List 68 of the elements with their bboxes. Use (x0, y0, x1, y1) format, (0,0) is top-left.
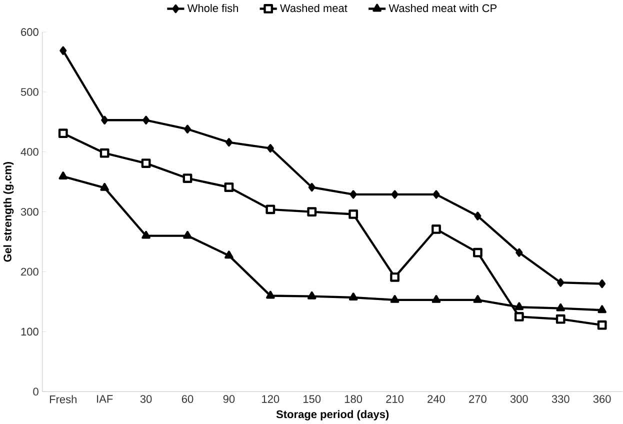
point (473, 295, 482, 304)
x-tick-label: 120 (262, 395, 280, 404)
point (182, 174, 192, 184)
point (432, 190, 440, 199)
point (473, 248, 482, 258)
y-axis-title: Gel strength (g.cm) (3, 162, 14, 262)
point (60, 46, 67, 56)
point (58, 128, 68, 138)
x-tick-label: 90 (223, 395, 235, 404)
point (598, 305, 606, 314)
x-tick-label: 150 (304, 395, 321, 404)
point (100, 148, 110, 158)
x-tick-label: 180 (344, 395, 362, 404)
point (432, 224, 441, 234)
point (598, 280, 606, 288)
legend-label: Whole fish (187, 4, 238, 12)
y-tick-label: 100 (21, 328, 38, 336)
point (141, 158, 151, 168)
point (597, 320, 607, 330)
x-tick-label: 210 (386, 395, 404, 404)
point (348, 292, 358, 301)
point (101, 116, 108, 125)
x-tick-label: 300 (510, 395, 528, 404)
legend-label: Washed meat with CP (388, 4, 497, 12)
x-tick-label: Fresh (50, 395, 76, 404)
y-tick-label: 500 (20, 88, 38, 96)
y-tick-label: 300 (20, 208, 38, 216)
point (556, 314, 566, 324)
point (390, 295, 400, 304)
y-tick-label: 200 (21, 268, 38, 276)
point (142, 116, 150, 125)
y-tick-label: 600 (21, 28, 38, 36)
point (391, 190, 398, 199)
point (514, 312, 524, 322)
point (224, 182, 234, 192)
x-axis-title: Storage period (days) (276, 410, 389, 421)
y-tick-label: 0 (33, 388, 38, 396)
x-tick-label: IAF (97, 395, 113, 403)
point (266, 144, 274, 153)
point (556, 304, 566, 312)
point (58, 172, 68, 180)
point (266, 204, 276, 214)
point (516, 248, 523, 258)
point (390, 272, 400, 282)
point (432, 295, 441, 304)
point (514, 302, 524, 310)
point (224, 250, 234, 259)
x-tick-label: 330 (552, 395, 570, 404)
point (307, 292, 316, 300)
legend-label: Washed meat (280, 4, 348, 12)
point (350, 190, 357, 199)
x-tick-label: 270 (469, 395, 486, 404)
point (100, 183, 109, 191)
x-tick-label: 30 (140, 395, 152, 404)
point (142, 231, 150, 239)
point (184, 124, 191, 134)
point (266, 290, 275, 299)
y-tick-label: 400 (20, 148, 38, 156)
x-tick-label: 240 (428, 395, 445, 404)
point (225, 138, 232, 147)
x-tick-label: 60 (182, 395, 194, 404)
point (557, 278, 564, 287)
point (307, 207, 317, 217)
point (183, 231, 192, 239)
x-tick-label: 360 (593, 395, 611, 404)
point (474, 212, 482, 220)
point (308, 183, 316, 192)
point (348, 210, 358, 220)
